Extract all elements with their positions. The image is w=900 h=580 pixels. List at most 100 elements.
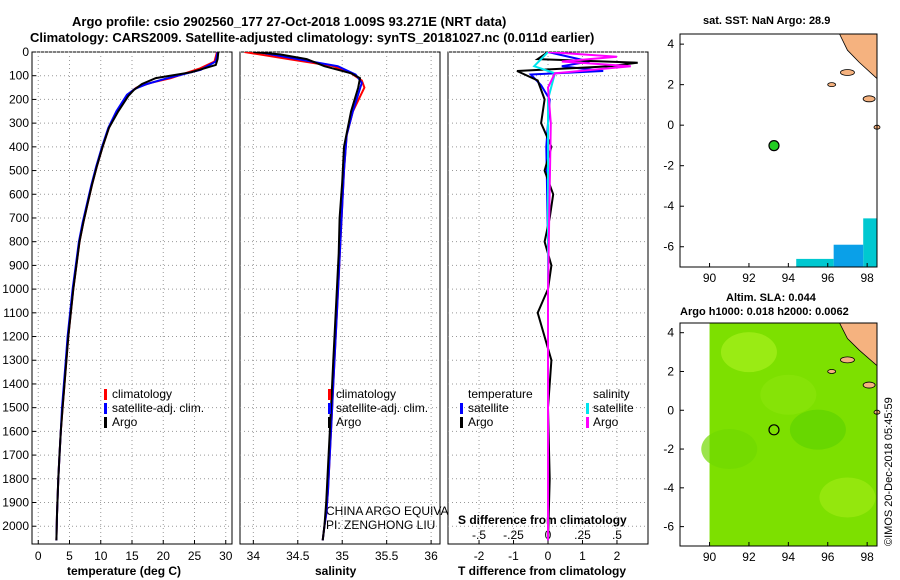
sla-map-title-2: Argo h1000: 0.018 h2000: 0.0062: [680, 306, 849, 318]
series-line-argo: [55, 52, 220, 541]
series-line-salinity-argo: [546, 52, 631, 541]
map-y-tick-label: -4: [663, 481, 674, 495]
sla-blob: [819, 477, 876, 518]
y-tick-label: 1600: [2, 424, 29, 438]
x-tick-label: 20: [157, 549, 171, 563]
y-tick-label: 1900: [2, 496, 29, 510]
sst-map-frame: [679, 33, 878, 268]
s-tick-label: -.25: [503, 528, 524, 542]
x-tick-label: 2: [614, 549, 621, 563]
y-tick-label: 1100: [3, 306, 29, 320]
series-line-argo: [253, 52, 362, 541]
map-x-tick-label: 90: [703, 550, 717, 564]
x-tick-label: 0: [545, 549, 552, 563]
legend-swatch-2: [328, 417, 331, 428]
y-tick-label: 1500: [2, 401, 29, 415]
map-x-tick-label: 98: [860, 550, 874, 564]
sst-patch: [863, 218, 877, 267]
y-tick-label: 300: [9, 116, 29, 130]
salinity-plot-frame: [239, 51, 441, 545]
temperature-panel: temperature (deg C) 01002003004005006007…: [2, 45, 232, 578]
legend-s-label-2: Argo: [593, 415, 619, 429]
y-tick-label: 1800: [2, 472, 29, 486]
map-y-tick-label: -4: [663, 199, 674, 213]
difference-xlabel-top: S difference from climatology: [458, 513, 627, 527]
y-tick-label: 500: [9, 164, 29, 178]
s-tick-label: .5: [612, 528, 622, 542]
map-y-tick-label: 4: [667, 37, 674, 51]
argo-position-marker: [768, 424, 780, 436]
legend-label-2: Argo: [336, 415, 362, 429]
credit-text: ©IMOS 20-Dec-2018 05:45:59: [883, 397, 895, 546]
legend-t-label-0: temperature: [468, 387, 533, 401]
legend-t-swatch-2: [460, 417, 463, 428]
salinity-xlabel: salinity: [315, 564, 357, 578]
x-tick-label: 34: [247, 549, 261, 563]
legend-s-label-0: salinity: [593, 387, 630, 401]
sla-blob: [760, 374, 817, 415]
sst-patch: [796, 258, 834, 267]
legend-t-swatch-1: [460, 403, 463, 414]
legend-s-label-1: satellite: [593, 401, 634, 415]
x-tick-label: -1: [508, 549, 519, 563]
x-tick-label: 25: [188, 549, 202, 563]
legend-label-1: satellite-adj. clim.: [336, 401, 428, 415]
title-line-1: Argo profile: csio 2902560_177 27-Oct-20…: [72, 14, 506, 29]
y-tick-label: 1400: [2, 377, 29, 391]
sst-patch: [833, 244, 864, 267]
annotation-line-1: CHINA ARGO EQUIVALENT: [326, 504, 480, 518]
x-tick-label: 1: [579, 549, 586, 563]
map-y-tick-label: -6: [663, 240, 674, 254]
map-y-tick-label: 4: [667, 326, 674, 340]
y-tick-label: 2000: [2, 519, 29, 533]
sst-map: sat. SST: NaN Argo: 28.9 90 92 94 96 98 4 2 0 -2…: [663, 15, 881, 285]
y-tick-label: 100: [9, 69, 29, 83]
difference-panel: T difference from climatology S differen…: [447, 51, 649, 578]
y-tick-label: 800: [9, 235, 29, 249]
y-tick-label: 1700: [2, 448, 29, 462]
title-line-2: Climatology: CARS2009. Satellite-adjuste…: [30, 30, 594, 45]
x-tick-label: -2: [474, 549, 485, 563]
x-tick-label: 36: [424, 549, 438, 563]
sla-map: Altim. SLA: 0.044 Argo h1000: 0.018 h200…: [663, 292, 881, 564]
map-y-tick-label: -2: [663, 159, 674, 173]
y-tick-label: 400: [9, 140, 29, 154]
map-x-tick-label: 92: [742, 550, 756, 564]
x-tick-label: 35: [336, 549, 350, 563]
y-tick-label: 700: [9, 211, 29, 225]
y-tick-label: 200: [9, 92, 29, 106]
s-tick-label: -.5: [472, 528, 486, 542]
sla-blob: [720, 332, 777, 373]
map-y-tick-label: 2: [667, 78, 674, 92]
temperature-xlabel: temperature (deg C): [67, 564, 181, 578]
map-y-tick-label: 0: [667, 403, 674, 417]
legend-label-0: climatology: [112, 387, 172, 401]
map-y-tick-label: -6: [663, 520, 674, 534]
map-x-tick-label: 92: [742, 271, 756, 285]
sla-blob: [701, 429, 758, 470]
s-tick-label: .25: [574, 528, 591, 542]
map-x-tick-label: 98: [860, 271, 874, 285]
map-x-tick-label: 96: [821, 550, 835, 564]
land-island: [862, 381, 876, 389]
legend-label-0: climatology: [336, 387, 396, 401]
map-y-tick-label: 2: [667, 364, 674, 378]
map-x-tick-label: 90: [703, 271, 717, 285]
map-y-tick-label: 0: [667, 118, 674, 132]
y-tick-label: 900: [9, 258, 29, 272]
legend-t-label-2: Argo: [468, 415, 494, 429]
legend-swatch-1: [328, 403, 331, 414]
series-line-temperature-argo: [516, 52, 638, 541]
x-tick-label: 34.5: [286, 549, 310, 563]
legend-label-1: satellite-adj. clim.: [112, 401, 204, 415]
land-island: [827, 369, 837, 374]
temperature-plot-frame: [31, 51, 233, 545]
land-island: [827, 82, 837, 88]
legend-swatch-0: [104, 389, 107, 400]
legend-s-swatch-1: [586, 403, 589, 414]
legend-swatch-1: [104, 403, 107, 414]
x-tick-label: 15: [125, 549, 139, 563]
y-tick-label: 0: [22, 45, 29, 59]
legend-swatch-2: [104, 417, 107, 428]
